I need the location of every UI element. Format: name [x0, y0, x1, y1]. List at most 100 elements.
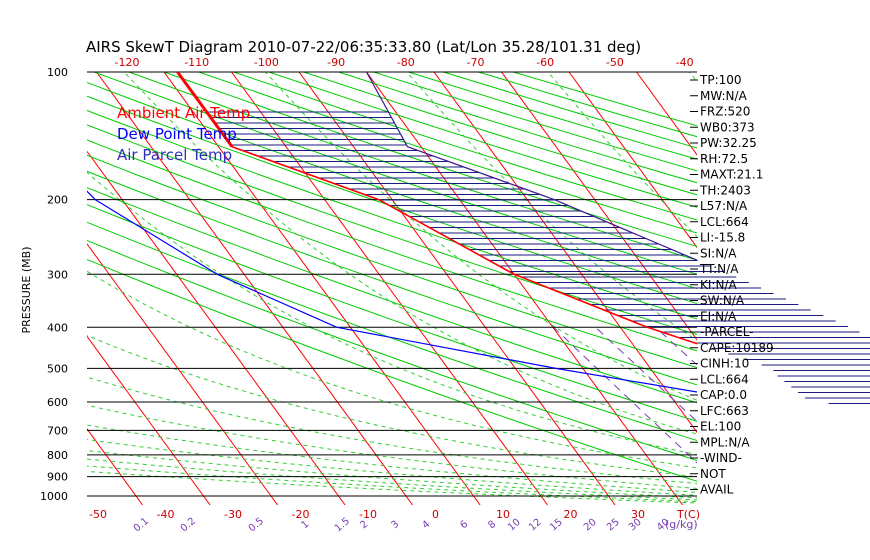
- dry-adiabat-line: [163, 72, 697, 247]
- dry-adiabat-line: [87, 204, 697, 422]
- side-panel-item: PW:32.25: [700, 136, 757, 150]
- series-ambient-air-temp-top: [176, 72, 234, 148]
- mixing-ratio-tick-label: 12: [527, 517, 544, 534]
- dry-adiabat-line: [87, 95, 697, 305]
- dry-adiabat-line: [198, 72, 697, 234]
- pressure-tick-label: 600: [47, 396, 68, 409]
- mixing-ratio-line: [553, 326, 697, 464]
- mixing-ratio-tick-label: 1.5: [333, 516, 352, 535]
- pressure-tick-label: 400: [47, 321, 68, 334]
- side-panel-item: L57:N/A: [700, 199, 748, 213]
- dry-adiabat-line: [87, 221, 697, 442]
- bottom-temp-tick-label: -50: [89, 508, 107, 521]
- bottom-temp-tick-label: 30: [631, 508, 645, 521]
- mixing-ratio-tick-label: 2: [358, 519, 370, 532]
- top-temp-tick-label: -120: [115, 56, 140, 69]
- legend-entry: Air Parcel Temp: [117, 146, 232, 164]
- mixing-ratio-tick-label: 25: [605, 517, 622, 534]
- moist-adiabat-line: [265, 72, 697, 401]
- top-temp-tick-label: -100: [254, 56, 279, 69]
- mixing-ratio-tick-label: 0.1: [132, 516, 151, 535]
- mixing-ratio-tick-label: 15: [548, 517, 565, 534]
- x-axis-label: T(C): [676, 508, 700, 521]
- isotherm-line: [298, 72, 616, 505]
- pressure-tick-label: 500: [47, 362, 68, 375]
- isotherm-line: [87, 335, 211, 505]
- isotherm-line: [163, 72, 481, 505]
- legend-entry: Dew Point Temp: [117, 125, 237, 143]
- bottom-temp-tick-label: 20: [564, 508, 578, 521]
- dry-adiabat-line: [87, 81, 697, 290]
- mixing-ratio-line: [595, 326, 697, 422]
- mixing-ratio-tick-label: 8: [486, 519, 498, 532]
- series-lines: [87, 72, 697, 393]
- dry-adiabat-line: [87, 187, 697, 404]
- side-panel-item: MAXT:21.1: [700, 168, 763, 182]
- pressure-tick-label: 800: [47, 449, 68, 462]
- bottom-temp-tick-label: -10: [359, 508, 377, 521]
- dry-adiabat-line: [87, 154, 697, 369]
- pressure-tick-label: 100: [47, 66, 68, 79]
- chart-title: AIRS SkewT Diagram 2010-07-22/06:35:33.8…: [86, 38, 641, 56]
- pressure-tick-label: 300: [47, 268, 68, 281]
- dry-adiabat-line: [87, 139, 697, 352]
- side-panel-item: LFC:663: [700, 404, 749, 418]
- side-panel-item: WB0:373: [700, 120, 755, 134]
- side-panel-item: MPL:N/A: [700, 435, 750, 449]
- isotherm-line: [772, 72, 870, 505]
- top-temp-tick-label: -60: [536, 56, 554, 69]
- side-panel-item: FRZ:520: [700, 105, 750, 119]
- dry-adiabat-line: [87, 109, 697, 320]
- side-panel-item: LI:-15.8: [700, 231, 745, 245]
- pressure-tick-label: 900: [47, 471, 68, 484]
- side-panel-item: LCL:664: [700, 372, 749, 386]
- moist-adiabat-line: [87, 376, 697, 485]
- dry-adiabat-line: [87, 124, 697, 336]
- side-panel-item: MW:N/A: [700, 89, 748, 103]
- bottom-temp-tick-label: 0: [432, 508, 439, 521]
- side-panel-item: KI:N/A: [700, 278, 737, 292]
- isotherm-line: [0, 72, 75, 505]
- pressure-tick-label: 200: [47, 194, 68, 207]
- dry-adiabat-line: [93, 72, 697, 275]
- side-panel-item: -WIND-: [700, 451, 742, 465]
- side-panel-item: -PARCEL-: [700, 325, 754, 339]
- side-panel-item: NOT: [700, 467, 726, 481]
- cape-hatch: [206, 111, 870, 404]
- isotherm-line: [636, 72, 697, 156]
- series-dew-point-temp: [87, 190, 697, 393]
- mixing-ratio-tick-label: 0.5: [247, 516, 266, 535]
- top-temp-tick-label: -90: [327, 56, 345, 69]
- isotherm-line: [568, 72, 697, 249]
- moist-adiabat-line: [87, 458, 697, 501]
- top-temp-tick-label: -50: [606, 56, 624, 69]
- isotherm-line: [87, 150, 346, 505]
- top-temp-tick-label: -110: [184, 56, 209, 69]
- dry-adiabat-line: [87, 170, 697, 386]
- moist-adiabat-line: [87, 424, 697, 493]
- legend-entry: Ambient Air Temp: [117, 104, 250, 122]
- mixing-ratio-tick-label: 20: [582, 517, 599, 534]
- side-panel-item: SW:N/A: [700, 294, 745, 308]
- side-panel-item: CINH:10: [700, 357, 749, 371]
- background-lines: [0, 72, 870, 505]
- dry-adiabat-line: [128, 72, 697, 261]
- isotherm-line: [366, 72, 683, 505]
- side-panel-item: SI:N/A: [700, 246, 737, 260]
- bottom-temp-tick-label: 10: [496, 508, 510, 521]
- mixing-ratio-tick-label: 3: [389, 519, 401, 532]
- side-panel-item: TP:100: [699, 73, 742, 87]
- bottom-temp-tick-label: -30: [224, 508, 242, 521]
- pressure-tick-label: 1000: [40, 490, 68, 503]
- mixing-ratio-tick-label: 4: [420, 519, 432, 532]
- side-panel-item: CAP:0.0: [700, 388, 747, 402]
- side-panel-item: TH:2403: [699, 183, 751, 197]
- top-temp-tick-label: -80: [397, 56, 415, 69]
- isotherm-line: [839, 72, 870, 505]
- isotherm-line: [0, 72, 8, 505]
- dry-adiabat-line: [87, 239, 697, 462]
- mixing-ratio-tick-label: 6: [458, 519, 470, 532]
- side-panel-item: TT:N/A: [699, 262, 739, 276]
- series-air-parcel-temp: [365, 72, 697, 261]
